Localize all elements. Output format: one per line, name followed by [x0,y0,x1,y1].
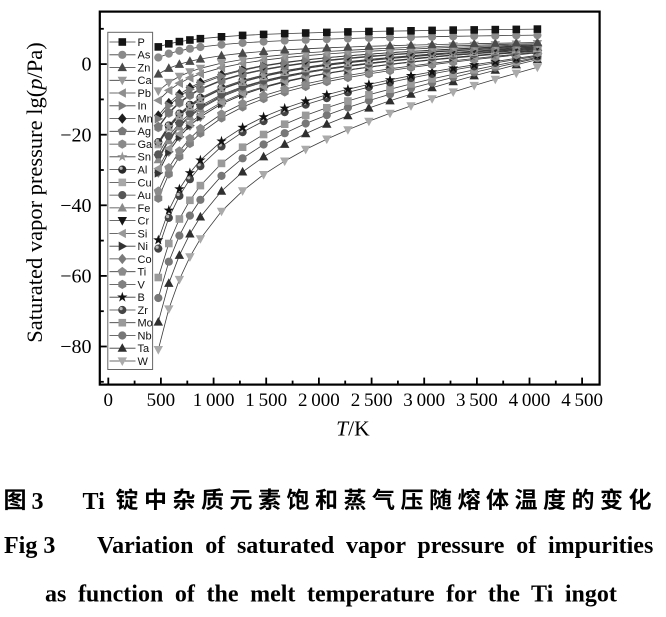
svg-text:2 000: 2 000 [298,390,340,411]
svg-text:1 500: 1 500 [245,390,287,411]
svg-text:Cr: Cr [138,216,150,228]
svg-text:Si: Si [138,228,148,240]
svg-text:0: 0 [82,54,92,76]
svg-text:Mn: Mn [138,114,153,126]
svg-text:4 500: 4 500 [561,390,603,411]
svg-text:V: V [138,279,146,291]
svg-text:Ag: Ag [138,126,151,138]
svg-text:Ti: Ti [138,267,147,279]
svg-text:Variation of saturated vapor p: Variation of saturated vapor pressure of… [97,533,653,559]
svg-text:Fe: Fe [138,203,151,215]
svg-text:P: P [138,37,145,49]
svg-text:Zr: Zr [138,305,149,317]
svg-text:Nb: Nb [138,330,152,342]
svg-text:−20: −20 [60,124,91,146]
svg-text:3 000: 3 000 [403,390,445,411]
svg-text:−80: −80 [60,336,91,358]
svg-text:−40: −40 [60,195,91,217]
svg-text:Zn: Zn [138,62,151,74]
svg-text:3 500: 3 500 [456,390,498,411]
svg-text:Cu: Cu [138,177,152,189]
svg-text:Ga: Ga [138,139,154,151]
svg-text:Ni: Ni [138,241,148,253]
svg-text:T/K: T/K [336,417,370,441]
svg-text:Mo: Mo [138,318,153,330]
svg-text:−60: −60 [60,266,91,288]
svg-text:4 000: 4 000 [509,390,551,411]
svg-text:3: 3 [32,489,44,515]
svg-text:In: In [138,101,147,113]
svg-text:Al: Al [138,165,148,177]
svg-text:As: As [138,50,151,62]
svg-text:B: B [138,292,145,304]
svg-text:as function of the melt temper: as function of the melt temperature for … [45,582,617,608]
svg-text:W: W [138,356,149,368]
svg-text:500: 500 [147,390,176,411]
svg-text:Co: Co [138,254,152,266]
svg-text:1 000: 1 000 [193,390,235,411]
svg-text:Saturated vapor pressure lg(p/: Saturated vapor pressure lg(p/Pa) [22,42,47,343]
svg-text:Sn: Sn [138,152,151,164]
svg-text:0: 0 [104,390,114,411]
svg-text:Ti: Ti [83,489,106,515]
svg-text:Fig 3: Fig 3 [4,533,55,559]
svg-text:Ta: Ta [138,343,151,355]
svg-text:Pb: Pb [138,88,151,100]
svg-text:Ca: Ca [138,75,153,87]
svg-text:Au: Au [138,190,151,202]
svg-text:2 500: 2 500 [351,390,393,411]
